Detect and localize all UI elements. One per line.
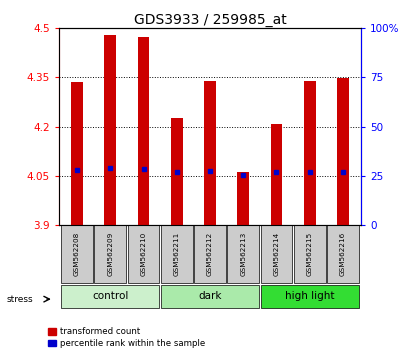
Text: GSM562211: GSM562211 <box>174 232 180 276</box>
Bar <box>270 124 282 225</box>
Bar <box>260 225 292 283</box>
Bar <box>260 285 359 308</box>
Legend: transformed count, percentile rank within the sample: transformed count, percentile rank withi… <box>46 326 207 350</box>
Bar <box>171 118 183 225</box>
Bar <box>61 285 160 308</box>
Bar <box>304 81 315 225</box>
Text: stress: stress <box>6 295 33 304</box>
Bar <box>138 36 150 225</box>
Text: GSM562208: GSM562208 <box>74 232 80 276</box>
Text: GSM562212: GSM562212 <box>207 232 213 276</box>
Bar <box>237 172 249 225</box>
Bar <box>161 225 193 283</box>
Text: GSM562213: GSM562213 <box>240 232 246 276</box>
Bar <box>61 225 93 283</box>
Title: GDS3933 / 259985_at: GDS3933 / 259985_at <box>134 13 286 27</box>
Text: dark: dark <box>198 291 222 302</box>
Text: control: control <box>92 291 129 302</box>
Bar <box>94 225 126 283</box>
Text: GSM562209: GSM562209 <box>107 232 113 276</box>
Text: GSM562214: GSM562214 <box>273 232 279 276</box>
Bar <box>194 225 226 283</box>
Bar <box>105 35 116 225</box>
Bar <box>161 285 259 308</box>
Bar <box>337 79 349 225</box>
Text: high light: high light <box>285 291 334 302</box>
Bar <box>294 225 326 283</box>
Bar <box>327 225 359 283</box>
Bar <box>128 225 160 283</box>
Bar <box>227 225 259 283</box>
Text: GSM562215: GSM562215 <box>307 232 313 276</box>
Bar <box>204 81 216 225</box>
Text: GSM562216: GSM562216 <box>340 232 346 276</box>
Text: GSM562210: GSM562210 <box>141 232 147 276</box>
Bar <box>71 82 83 225</box>
